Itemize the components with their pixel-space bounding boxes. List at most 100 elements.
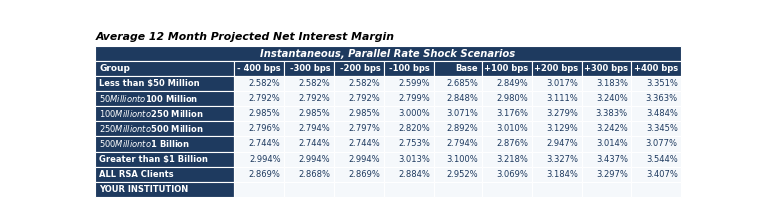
Bar	[384, 152, 434, 167]
Text: 3.000%: 3.000%	[398, 109, 430, 118]
Bar	[95, 121, 234, 136]
Text: $50 Million to $100 Million: $50 Million to $100 Million	[99, 93, 198, 104]
Text: 2.869%: 2.869%	[249, 170, 281, 179]
Bar	[384, 91, 434, 106]
Bar	[384, 167, 434, 182]
Text: 2.820%: 2.820%	[398, 124, 430, 133]
Text: 2.848%: 2.848%	[447, 94, 478, 103]
Bar	[284, 167, 334, 182]
Text: -200 bps: -200 bps	[340, 64, 380, 73]
Text: 2.796%: 2.796%	[249, 124, 281, 133]
Bar	[95, 76, 234, 91]
Bar	[334, 61, 384, 76]
Bar	[95, 106, 234, 121]
Bar	[284, 106, 334, 121]
Text: 2.794%: 2.794%	[447, 139, 478, 149]
Text: 3.010%: 3.010%	[497, 124, 528, 133]
Bar	[631, 121, 681, 136]
Text: - 400 bps: - 400 bps	[237, 64, 281, 73]
Bar	[631, 106, 681, 121]
Text: 2.582%: 2.582%	[348, 79, 380, 88]
Text: 3.383%: 3.383%	[596, 109, 628, 118]
Text: 2.849%: 2.849%	[497, 79, 528, 88]
Text: 2.744%: 2.744%	[249, 139, 281, 149]
Text: 3.484%: 3.484%	[646, 109, 678, 118]
Text: +300 bps: +300 bps	[584, 64, 628, 73]
Bar	[581, 106, 631, 121]
Text: 2.792%: 2.792%	[249, 94, 281, 103]
Text: 2.792%: 2.792%	[299, 94, 331, 103]
Text: 2.985%: 2.985%	[249, 109, 281, 118]
Text: +100 bps: +100 bps	[484, 64, 528, 73]
Text: +200 bps: +200 bps	[534, 64, 578, 73]
Bar	[334, 121, 384, 136]
Bar	[531, 152, 581, 167]
Text: 2.869%: 2.869%	[348, 170, 380, 179]
Text: 2.994%: 2.994%	[249, 154, 281, 164]
Bar	[434, 76, 482, 91]
Bar	[581, 91, 631, 106]
Bar	[284, 152, 334, 167]
Text: 3.013%: 3.013%	[398, 154, 430, 164]
Bar	[384, 76, 434, 91]
Text: 3.184%: 3.184%	[546, 170, 578, 179]
Bar	[581, 182, 631, 197]
Text: 3.069%: 3.069%	[497, 170, 528, 179]
Text: 3.077%: 3.077%	[646, 139, 678, 149]
Bar	[531, 136, 581, 152]
Text: 3.297%: 3.297%	[596, 170, 628, 179]
Bar	[631, 61, 681, 76]
Bar	[384, 61, 434, 76]
Bar	[434, 182, 482, 197]
Bar	[234, 76, 284, 91]
Text: 3.218%: 3.218%	[497, 154, 528, 164]
Text: 3.437%: 3.437%	[596, 154, 628, 164]
Text: Less than $50 Million: Less than $50 Million	[99, 79, 200, 88]
Bar	[334, 152, 384, 167]
Text: 2.884%: 2.884%	[398, 170, 430, 179]
Bar	[234, 136, 284, 152]
Bar	[95, 46, 681, 61]
Bar	[384, 136, 434, 152]
Bar	[384, 182, 434, 197]
Bar	[482, 167, 531, 182]
Text: 2.582%: 2.582%	[249, 79, 281, 88]
Bar	[234, 121, 284, 136]
Text: 2.985%: 2.985%	[348, 109, 380, 118]
Bar	[531, 106, 581, 121]
Bar	[334, 106, 384, 121]
Bar	[482, 91, 531, 106]
Bar	[234, 61, 284, 76]
Text: Base: Base	[456, 64, 478, 73]
Bar	[434, 136, 482, 152]
Bar	[581, 136, 631, 152]
Bar	[531, 121, 581, 136]
Text: $500 Million to $1 Billion: $500 Million to $1 Billion	[99, 139, 191, 149]
Bar	[95, 152, 234, 167]
Bar	[95, 61, 234, 76]
Bar	[234, 167, 284, 182]
Text: 3.071%: 3.071%	[447, 109, 478, 118]
Text: 2.947%: 2.947%	[547, 139, 578, 149]
Bar	[95, 167, 234, 182]
Bar	[434, 61, 482, 76]
Bar	[234, 91, 284, 106]
Text: 2.599%: 2.599%	[399, 79, 430, 88]
Bar	[581, 152, 631, 167]
Bar	[284, 182, 334, 197]
Text: 2.994%: 2.994%	[349, 154, 380, 164]
Text: 3.240%: 3.240%	[597, 94, 628, 103]
Bar	[334, 76, 384, 91]
Bar	[95, 91, 234, 106]
Bar	[631, 91, 681, 106]
Text: 3.183%: 3.183%	[596, 79, 628, 88]
Bar	[334, 91, 384, 106]
Bar	[234, 182, 284, 197]
Text: $100 Million to $250 Million: $100 Million to $250 Million	[99, 108, 204, 119]
Bar	[531, 182, 581, 197]
Text: 3.407%: 3.407%	[646, 170, 678, 179]
Bar	[482, 121, 531, 136]
Bar	[482, 152, 531, 167]
Bar	[284, 61, 334, 76]
Text: 2.952%: 2.952%	[447, 170, 478, 179]
